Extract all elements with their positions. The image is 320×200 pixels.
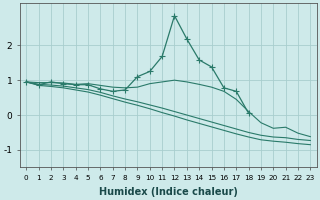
X-axis label: Humidex (Indice chaleur): Humidex (Indice chaleur) xyxy=(99,187,238,197)
